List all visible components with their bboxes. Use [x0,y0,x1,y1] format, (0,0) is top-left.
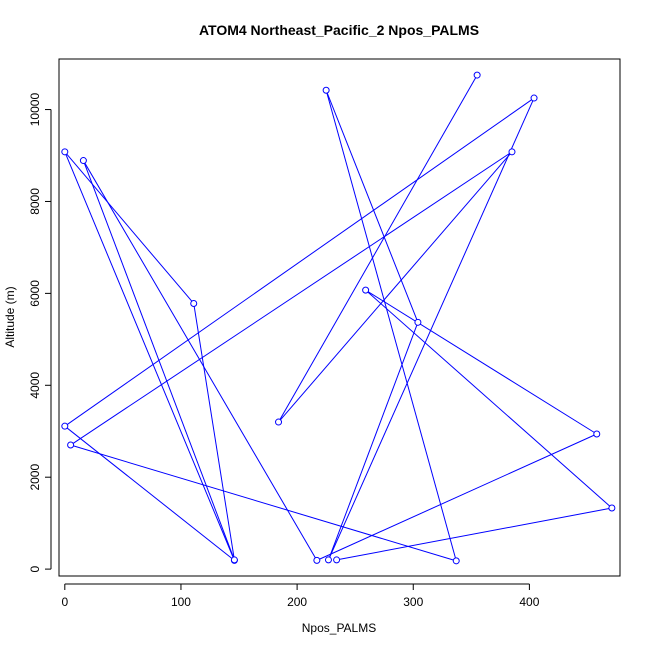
series-segment [278,151,513,423]
series-segment [327,322,419,561]
series-segment [365,289,598,435]
y-axis-label: Altitude (m) [3,286,17,347]
x-axis: 0 100 200 300 400 [61,583,540,609]
x-tick-label: 300 [403,595,423,609]
data-point [79,157,87,165]
series-segment [82,160,235,561]
x-tick-label: 100 [171,595,191,609]
y-axis: 0 2000 4000 6000 8000 10000 [28,93,52,572]
data-point [414,318,422,326]
series-segment [316,433,597,561]
data-point [530,94,538,102]
series-segment [70,444,457,562]
data-point [190,299,198,307]
y-tick-label: 6000 [28,280,42,307]
data-point [275,418,283,426]
data-point [230,556,238,564]
series-segment [64,151,195,304]
x-tick-label: 0 [61,595,68,609]
series-segment [278,74,478,423]
chart-title: ATOM4 Northeast_Pacific_2 Npos_PALMS [199,22,479,38]
data-point [608,504,616,512]
x-tick-label: 200 [287,595,307,609]
data-point [508,148,516,156]
x-tick-label: 400 [519,595,539,609]
series-segment [64,425,235,561]
data-point [313,556,321,564]
series-segment [193,303,235,560]
data-point [333,556,341,564]
data-point [452,557,460,565]
y-tick-label: 10000 [28,93,42,127]
data-point [473,71,481,79]
data-series [61,71,616,565]
series-segment [82,160,318,561]
series-segment [365,289,613,509]
series-segment [325,90,419,323]
data-point [362,286,370,294]
series-segment [336,507,612,561]
series-segment [64,151,235,561]
series-segment [64,97,535,427]
data-point [322,86,330,94]
y-tick-label: 4000 [28,372,42,399]
series-segment [328,97,535,561]
y-tick-label: 0 [28,565,42,572]
y-tick-label: 2000 [28,464,42,491]
data-point [61,422,69,430]
y-tick-label: 8000 [28,188,42,215]
data-point [67,441,75,449]
x-axis-label: Npos_PALMS [302,621,376,635]
plot-area-frame [58,58,621,577]
series-segment [325,90,457,561]
data-point [61,148,69,156]
data-point [324,556,332,564]
data-point [593,430,601,438]
series-segment [70,151,513,446]
